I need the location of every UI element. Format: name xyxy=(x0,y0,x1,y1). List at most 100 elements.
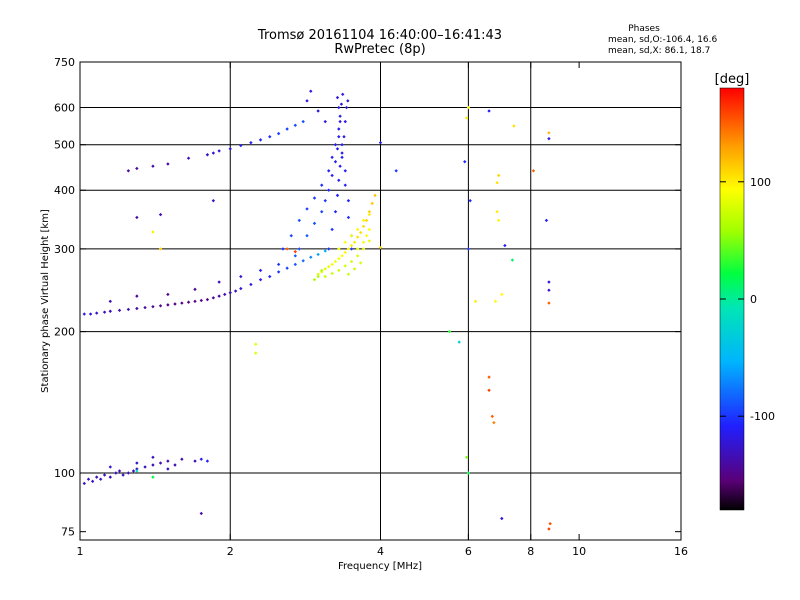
data-point-o xyxy=(239,143,243,148)
data-point-o xyxy=(151,463,155,467)
data-point-o xyxy=(323,119,327,124)
data-point-x xyxy=(473,299,478,304)
data-point-other xyxy=(285,247,289,251)
data-point-o xyxy=(126,471,131,475)
data-point-other xyxy=(466,471,471,475)
data-point-x xyxy=(312,277,317,282)
data-point-x xyxy=(349,243,354,248)
data-point-o xyxy=(166,292,170,297)
data-point-o xyxy=(544,218,549,223)
data-point-o xyxy=(276,131,281,136)
data-point-x xyxy=(493,299,498,304)
data-point-o xyxy=(378,140,383,145)
data-point-o xyxy=(180,301,184,305)
data-point-o xyxy=(281,247,285,251)
data-point-x xyxy=(361,240,366,244)
data-point-o xyxy=(126,307,131,312)
data-point-x xyxy=(355,235,360,239)
data-point-x xyxy=(496,173,501,178)
data-point-x xyxy=(343,250,347,255)
data-point-x xyxy=(487,388,491,392)
data-point-o xyxy=(239,286,243,291)
data-point-o xyxy=(186,156,191,160)
data-point-o xyxy=(312,221,317,226)
data-point-x xyxy=(500,292,504,297)
y-tick-label: 200 xyxy=(54,326,75,339)
data-point-o xyxy=(285,266,289,270)
data-point-x xyxy=(495,181,499,185)
data-point-o xyxy=(135,166,139,171)
data-point-o xyxy=(193,287,197,292)
data-point-x xyxy=(492,420,496,425)
data-point-other xyxy=(457,340,461,344)
x-axis-ticks: 1 2 4 6 8 10 16 xyxy=(77,62,688,558)
y-tick-label: 750 xyxy=(54,56,75,69)
data-point-o xyxy=(349,247,354,251)
data-point-x xyxy=(367,227,372,232)
colorbar-tick-label: 100 xyxy=(750,176,771,189)
data-point-o xyxy=(346,198,351,203)
data-point-other xyxy=(464,455,469,459)
data-point-o xyxy=(333,143,338,147)
data-point-x xyxy=(367,210,372,214)
data-point-x xyxy=(337,256,341,261)
data-point-o xyxy=(233,289,238,293)
data-point-o xyxy=(500,516,504,521)
data-point-o xyxy=(217,294,221,298)
data-point-o xyxy=(228,147,232,151)
data-point-o xyxy=(335,147,340,151)
data-point-o xyxy=(316,109,320,113)
colorbar-label: [deg] xyxy=(715,72,750,87)
data-point-o xyxy=(258,138,263,142)
data-point-o xyxy=(94,311,99,315)
data-point-o xyxy=(239,274,243,279)
data-point-o xyxy=(297,247,301,251)
data-point-x xyxy=(254,351,258,355)
data-point-o xyxy=(340,155,344,160)
data-point-o xyxy=(258,277,263,282)
data-point-o xyxy=(211,151,216,155)
data-point-o xyxy=(342,135,346,139)
data-point-o xyxy=(547,288,551,292)
data-point-o xyxy=(126,169,131,173)
x-tick-label: 8 xyxy=(527,545,534,558)
data-point-o xyxy=(335,95,340,100)
x-axis-label: Frequency [MHz] xyxy=(338,561,422,572)
data-point-o xyxy=(320,210,324,214)
data-point-o xyxy=(158,304,163,308)
stats-o: mean, sd,O:-106.4, 16.6 xyxy=(608,35,718,45)
data-point-other xyxy=(293,249,298,254)
data-point-o xyxy=(217,149,221,153)
y-tick-label: 600 xyxy=(54,102,75,115)
data-point-o xyxy=(268,135,272,139)
data-point-o xyxy=(309,255,313,259)
colorbar-tick-label: -100 xyxy=(750,410,775,423)
x-tick-label: 10 xyxy=(572,545,586,558)
data-point-x xyxy=(495,210,499,214)
data-point-o xyxy=(108,475,112,479)
data-point-o xyxy=(108,299,112,304)
data-point-o xyxy=(305,207,309,211)
data-point-o xyxy=(135,306,139,311)
data-point-other xyxy=(158,247,163,251)
data-point-x xyxy=(367,212,372,217)
data-point-o xyxy=(323,249,327,253)
data-point-x xyxy=(358,230,363,235)
data-point-o xyxy=(228,291,232,295)
data-point-o xyxy=(316,252,320,257)
data-point-o xyxy=(205,297,210,302)
data-point-o xyxy=(173,463,177,467)
data-point-other xyxy=(135,469,139,473)
data-point-o xyxy=(547,280,551,284)
data-point-x xyxy=(352,267,357,271)
data-point-x xyxy=(330,271,334,276)
data-point-o xyxy=(394,169,398,173)
data-point-x xyxy=(466,105,471,110)
data-point-o xyxy=(199,298,204,303)
data-point-x xyxy=(487,375,491,379)
data-point-o xyxy=(463,160,467,164)
data-point-x xyxy=(358,261,363,265)
data-point-other xyxy=(151,230,155,234)
data-point-x xyxy=(490,414,495,419)
data-point-x xyxy=(355,247,360,251)
